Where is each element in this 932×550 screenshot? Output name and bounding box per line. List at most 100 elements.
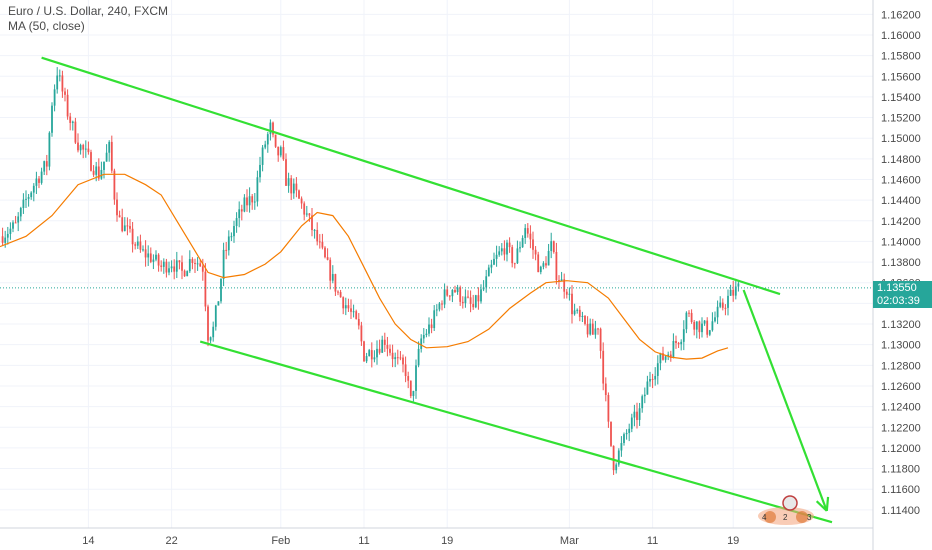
candle-body <box>633 411 636 418</box>
indicator-label[interactable]: MA (50, close) <box>8 19 85 33</box>
price-tick-label: 1.15800 <box>881 51 921 63</box>
chart-title: Euro / U.S. Dollar, 240, FXCM <box>8 4 169 18</box>
candle-body <box>222 249 225 279</box>
candle-body <box>443 289 446 305</box>
candle-body <box>734 286 737 296</box>
candle-body <box>35 178 38 186</box>
candle-body <box>433 310 436 329</box>
candle-body <box>1 236 4 243</box>
candle-body <box>131 228 134 245</box>
candle-body <box>277 146 280 156</box>
candle-body <box>90 152 92 171</box>
candle-body <box>464 296 467 304</box>
moving-average <box>0 173 729 360</box>
candle-body <box>27 197 30 199</box>
candle-body <box>355 311 358 320</box>
candle-body <box>253 201 256 203</box>
candle-body <box>568 293 571 295</box>
candle-body <box>261 147 264 165</box>
price-scale[interactable]: 1.16200 1.16000 1.15800 1.15600 1.15400 1.152… <box>881 9 921 517</box>
candle-body <box>376 348 378 358</box>
price-tick-label: 1.12200 <box>881 422 921 434</box>
grid-lines <box>0 0 873 528</box>
candle-body <box>446 289 449 296</box>
candle-body <box>474 295 477 308</box>
candle-body <box>552 241 555 253</box>
candle-body <box>589 323 592 335</box>
candle-body <box>370 350 373 360</box>
candle-body <box>576 309 579 311</box>
candle-body <box>285 159 287 186</box>
candle-body <box>651 378 654 380</box>
candle-body <box>472 303 475 308</box>
candle-body <box>266 134 269 145</box>
price-tick-label: 1.11600 <box>881 484 920 496</box>
price-tick-label: 1.11800 <box>881 464 920 476</box>
candle-body <box>274 134 277 147</box>
candle-body <box>170 266 173 269</box>
candle-body <box>716 306 719 318</box>
candle-body <box>308 213 311 216</box>
candle-body <box>682 329 685 342</box>
candle-body <box>724 307 727 309</box>
candle-body <box>175 260 178 272</box>
price-tick-label: 1.16200 <box>881 9 921 21</box>
candle-body <box>103 161 105 170</box>
candle-body <box>220 278 222 302</box>
candle-body <box>196 263 199 265</box>
candle-body <box>638 408 641 420</box>
candle-body <box>417 348 420 366</box>
candle-body <box>586 323 589 335</box>
candle-body <box>352 311 355 313</box>
candle-body <box>292 183 295 194</box>
forecast-arrow <box>742 289 828 512</box>
time-tick-label: Mar <box>560 535 579 547</box>
price-tick-label: 1.12600 <box>881 381 921 393</box>
candle-body <box>485 276 488 288</box>
candle-body <box>207 306 209 341</box>
candle-body <box>594 328 597 335</box>
candle-body <box>347 305 350 309</box>
candle-body <box>493 258 495 265</box>
price-tick-label: 1.12400 <box>881 402 921 414</box>
candle-body <box>732 289 735 296</box>
candle-body <box>32 185 35 193</box>
candle-body <box>438 303 441 310</box>
price-tick-label: 1.12000 <box>881 443 921 455</box>
candle-body <box>698 321 701 333</box>
candle-body <box>373 357 376 360</box>
candle-body <box>287 178 290 186</box>
candles <box>1 67 740 475</box>
candle-body <box>365 356 368 362</box>
candle-body <box>643 394 646 397</box>
candle-body <box>136 241 139 246</box>
time-scale[interactable]: 14 22 Feb 11 19 Mar 11 19 <box>82 535 739 547</box>
candle-body <box>641 396 644 409</box>
candle-body <box>344 305 347 309</box>
candle-body <box>545 263 547 266</box>
candle-body <box>612 445 615 471</box>
candle-body <box>243 197 246 212</box>
candle-body <box>430 324 433 329</box>
candle-body <box>248 196 251 206</box>
svg-text:4: 4 <box>762 513 767 522</box>
trendline-lower <box>199 340 833 524</box>
candle-body <box>708 330 711 335</box>
candle-body <box>607 395 610 422</box>
candle-body <box>487 267 490 277</box>
candle-body <box>155 254 157 260</box>
candle-body <box>82 145 85 150</box>
time-tick-label: Feb <box>271 535 290 547</box>
candle-body <box>695 321 698 330</box>
candle-body <box>511 247 514 264</box>
candle-body <box>282 147 285 160</box>
candle-body <box>165 261 168 273</box>
candle-body <box>560 279 563 282</box>
candle-body <box>701 323 703 333</box>
candle-body <box>84 148 87 150</box>
candle-body <box>412 390 415 397</box>
candle-body <box>565 291 568 295</box>
trendlines[interactable] <box>41 56 833 524</box>
candle-body <box>14 222 17 224</box>
